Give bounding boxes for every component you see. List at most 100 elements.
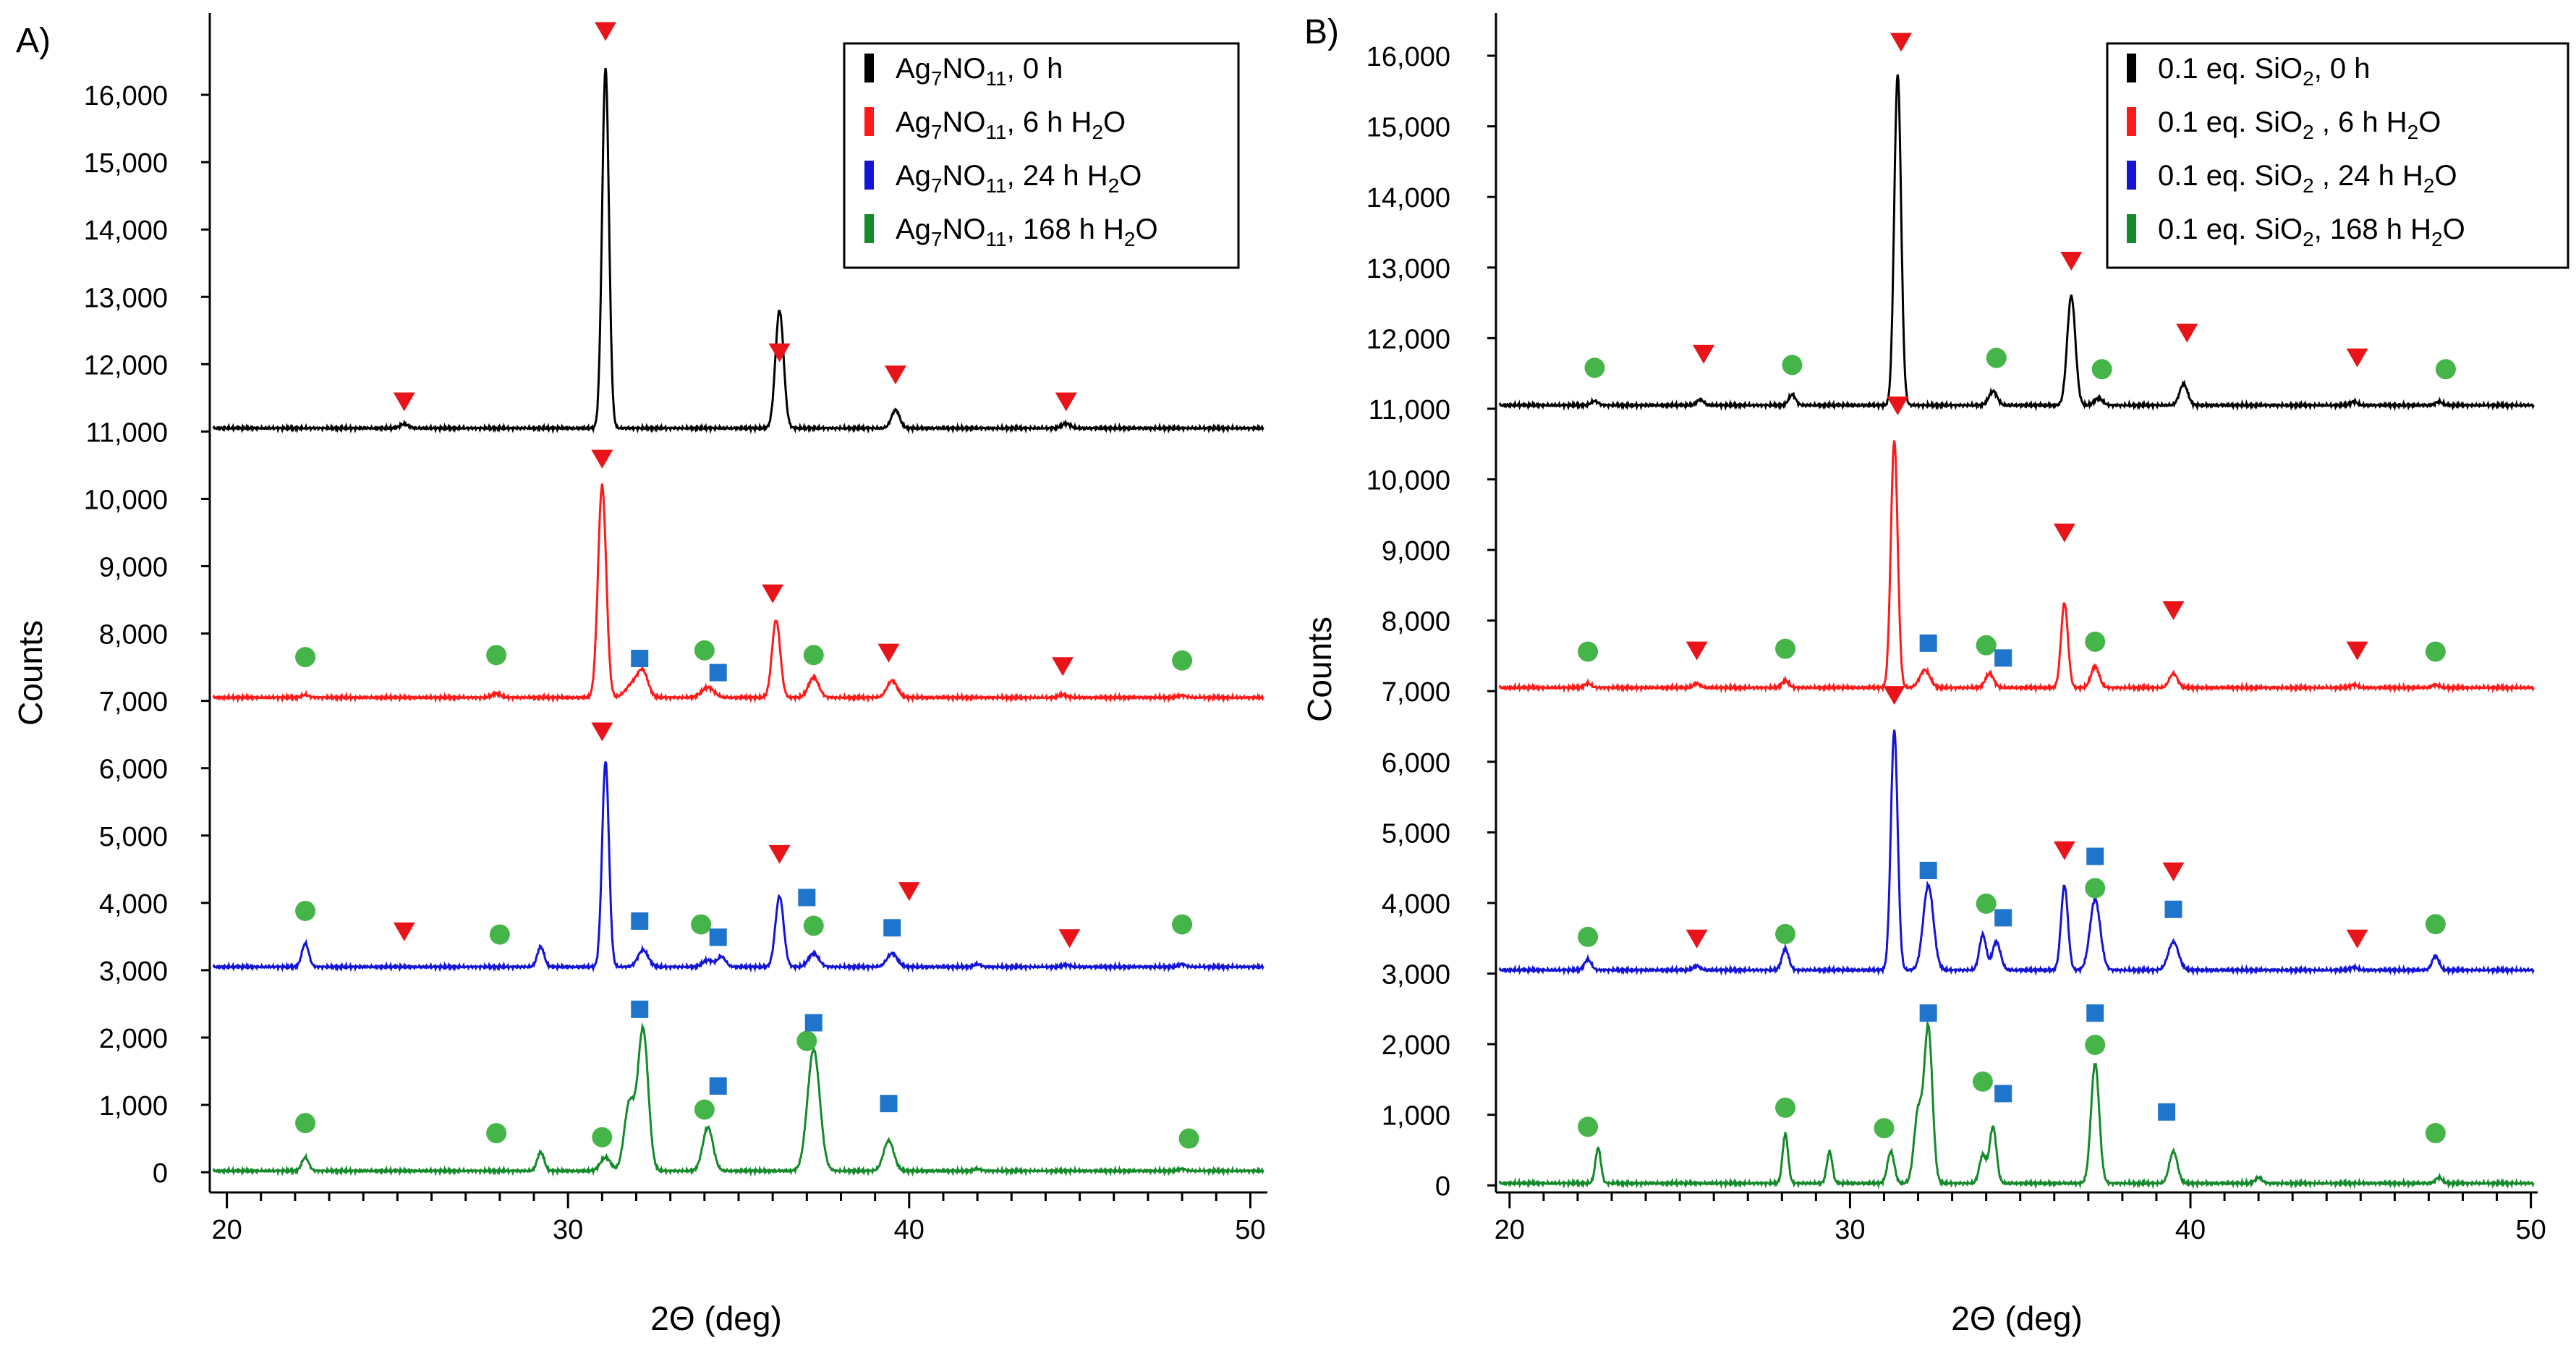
panel-b: B) Counts 2Θ (deg) 0 1,000 2,000 3,000 4,000… [1301, 13, 2569, 1337]
triangle-marker [1058, 929, 1081, 949]
legend-entry: 0.1 eq. SiO2 , 6 h H2O [2158, 106, 2441, 143]
circle-marker [2085, 878, 2106, 899]
legend-a: Ag7NO11, 0 h Ag7NO11, 6 h H2O Ag7NO11, 24 … [843, 42, 1240, 269]
square-marker [1919, 634, 1937, 652]
y-tick-label: 12,000 [84, 350, 168, 381]
x-tick-label: 50 [2515, 1215, 2546, 1245]
triangle-marker [2176, 323, 2198, 343]
square-marker [1994, 909, 2012, 927]
circle-marker [1172, 650, 1193, 671]
square-marker [631, 912, 649, 930]
square-marker [1919, 1004, 1937, 1022]
y-tick-label: 2,000 [1382, 1030, 1450, 1061]
circle-marker [1775, 638, 1795, 659]
square-marker [631, 650, 649, 668]
legend-entry: 0.1 eq. SiO2 , 24 h H2O [2158, 160, 2457, 197]
square-marker [2164, 900, 2182, 918]
x-axis-title-b: 2Θ (deg) [1951, 1300, 2083, 1337]
triangle-marker [1055, 392, 1077, 412]
triangle-marker [1890, 33, 1912, 52]
x-tick-label: 30 [1835, 1215, 1865, 1245]
circle-marker [796, 1030, 817, 1051]
circle-marker [2091, 359, 2112, 380]
series-line-3 [212, 761, 1264, 973]
triangle-marker [595, 22, 617, 41]
x-tick-label: 40 [894, 1215, 924, 1245]
triangle-marker [1693, 344, 1715, 364]
circle-marker [295, 1113, 316, 1134]
triangle-marker [2346, 929, 2368, 949]
triangle-marker [884, 365, 906, 385]
circle-marker [592, 1127, 613, 1148]
y-tick-label: 13,000 [1366, 254, 1450, 284]
y-tick-label: 1,000 [1382, 1101, 1450, 1132]
y-tick-label: 3,000 [1382, 960, 1450, 991]
x-tick-label: 20 [211, 1215, 242, 1245]
y-axis-title-a: Counts [12, 620, 49, 726]
y-tick-label: 8,000 [1382, 607, 1450, 637]
y-tick-label: 4,000 [1382, 889, 1450, 920]
series-lines-a [212, 67, 1264, 1177]
y-tick-label: 9,000 [99, 553, 168, 583]
phase-markers-b [1578, 33, 2456, 1144]
legend-box-a [843, 42, 1240, 269]
series-line-1 [1498, 74, 2535, 412]
circle-marker [295, 900, 316, 921]
legend-entry: Ag7NO11, 168 h H2O [896, 213, 1158, 250]
y-ticks-a: 0 1,000 2,000 3,000 4,000 5,000 6,000 7,000 8,00… [84, 81, 210, 1189]
circle-marker [2425, 641, 2446, 662]
triangle-marker [768, 343, 791, 363]
series-line-4 [1498, 1020, 2535, 1190]
triangle-marker [1686, 641, 1708, 661]
square-marker [1994, 649, 2012, 667]
legend-swatch [864, 107, 874, 136]
y-tick-label: 10,000 [84, 485, 168, 515]
circle-marker [489, 924, 510, 945]
square-marker [2086, 847, 2104, 865]
legend-swatch [864, 214, 874, 243]
panel-a: A) Counts 2Θ (deg) 0 1,000 2,000 3,000 4,000… [12, 13, 1267, 1337]
circle-marker [486, 1123, 507, 1144]
circle-marker [1178, 1128, 1199, 1149]
series-line-1 [212, 67, 1264, 435]
y-tick-label: 11,000 [1369, 395, 1450, 425]
series-lines-b [1498, 74, 2535, 1190]
square-marker [631, 1000, 649, 1018]
y-tick-label: 2,000 [99, 1024, 168, 1054]
legend-swatch [864, 54, 874, 82]
circle-marker [1578, 641, 1599, 662]
triangle-marker [2053, 523, 2075, 543]
legend-swatch [2127, 107, 2136, 136]
circle-marker [694, 1099, 715, 1120]
x-tick-label: 40 [2175, 1215, 2206, 1245]
y-tick-label: 11,000 [86, 417, 168, 448]
legend-swatch [2127, 54, 2136, 82]
circle-marker [1986, 347, 2007, 368]
x-ticks-b: 20 30 40 50 [1495, 1192, 2546, 1245]
triangle-marker [1052, 657, 1074, 677]
circle-marker [486, 645, 507, 666]
y-tick-label: 0 [1435, 1171, 1450, 1202]
square-marker [880, 1095, 898, 1113]
circle-marker [1976, 893, 1997, 914]
y-tick-label: 3,000 [99, 957, 168, 987]
legend-swatch [864, 161, 874, 190]
triangle-marker [1887, 397, 1909, 416]
series-line-2 [212, 483, 1264, 704]
square-marker [2158, 1103, 2176, 1121]
legend-entry: Ag7NO11, 6 h H2O [896, 106, 1126, 143]
y-tick-label: 9,000 [1382, 536, 1450, 567]
panel-label-b: B) [1304, 13, 1339, 51]
triangle-marker [1686, 929, 1708, 949]
y-ticks-b: 0 1,000 2,000 3,000 4,000 5,000 6,000 7,000 8,00… [1366, 42, 1496, 1202]
y-tick-label: 13,000 [84, 283, 168, 313]
square-marker [709, 664, 727, 682]
circle-marker [803, 645, 824, 666]
square-marker [709, 928, 727, 946]
circle-marker [1578, 1116, 1599, 1137]
y-tick-label: 7,000 [99, 687, 168, 718]
circle-marker [691, 914, 712, 935]
circle-marker [1976, 635, 1997, 656]
legend-box-b [2106, 42, 2569, 269]
circle-marker [2085, 1035, 2106, 1056]
